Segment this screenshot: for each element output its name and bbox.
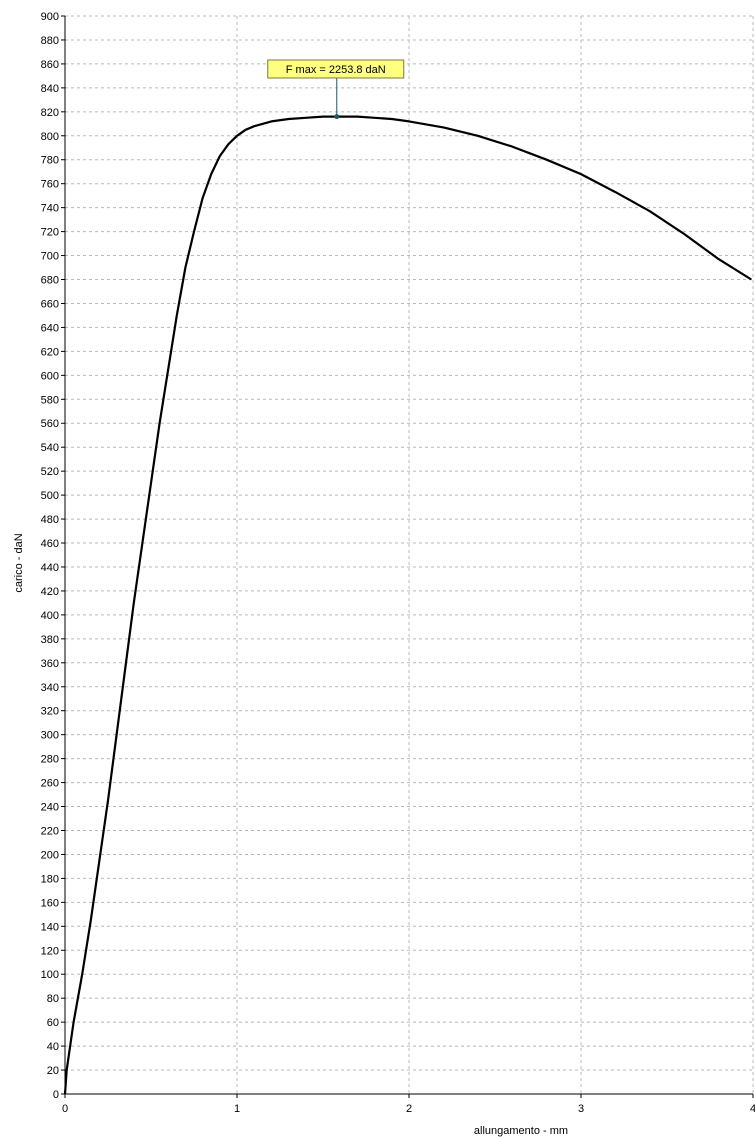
y-tick-label: 720 (41, 227, 59, 239)
grid (65, 15, 754, 1094)
y-tick-label: 460 (41, 538, 59, 550)
x-tick-label: 1 (234, 1103, 240, 1115)
series (63, 115, 752, 1095)
y-tick-label: 840 (41, 83, 59, 95)
y-tick-label: 680 (41, 275, 59, 287)
y-tick-label: 560 (41, 418, 59, 430)
y-tick-label: 280 (41, 754, 59, 766)
y-tick-label: 500 (41, 490, 59, 502)
annotation-box (267, 59, 405, 79)
y-tick-label: 900 (41, 11, 59, 23)
y-tick-label: 860 (41, 59, 59, 71)
y-tick-label: 700 (41, 251, 59, 263)
y-tick-label: 60 (47, 1017, 59, 1029)
y-tick-label: 660 (41, 298, 59, 310)
y-tick-label: 200 (41, 849, 59, 861)
x-axis-title: allungamento - mm (474, 1125, 568, 1137)
y-tick-label: 540 (41, 442, 59, 454)
y-tick-label: 640 (41, 322, 59, 334)
x-tick-label: 4 (750, 1103, 755, 1115)
y-tick-label: 740 (41, 203, 59, 215)
y-tick-label: 80 (47, 993, 59, 1005)
series-line (63, 115, 752, 1095)
annotation-point (334, 114, 340, 120)
y-tick-label: 620 (41, 346, 59, 358)
annotations: F max = 2253.8 daN (267, 59, 405, 120)
x-tick-label: 0 (62, 1103, 68, 1115)
y-tick-label: 820 (41, 107, 59, 119)
y-tick-label: 520 (41, 466, 59, 478)
y-tick-label: 360 (41, 658, 59, 670)
y-tick-label: 340 (41, 682, 59, 694)
y-tick-label: 20 (47, 1065, 59, 1077)
axes (61, 15, 754, 1098)
y-axis-title: carico - daN (13, 533, 25, 592)
y-tick-label: 0 (53, 1089, 59, 1101)
y-tick-label: 300 (41, 730, 59, 742)
y-tick-label: 140 (41, 921, 59, 933)
tick-labels: 0204060801001201401601802002202402602803… (41, 11, 755, 1115)
y-tick-label: 440 (41, 562, 59, 574)
y-tick-label: 800 (41, 131, 59, 143)
y-tick-label: 380 (41, 634, 59, 646)
y-tick-label: 240 (41, 802, 59, 814)
x-tick-label: 2 (406, 1103, 412, 1115)
y-tick-label: 760 (41, 179, 59, 191)
y-tick-label: 320 (41, 706, 59, 718)
y-tick-label: 220 (41, 825, 59, 837)
y-tick-label: 160 (41, 897, 59, 909)
y-tick-label: 260 (41, 778, 59, 790)
y-tick-label: 880 (41, 35, 59, 47)
x-tick-label: 3 (578, 1103, 584, 1115)
y-tick-label: 100 (41, 969, 59, 981)
y-tick-label: 580 (41, 394, 59, 406)
y-tick-label: 180 (41, 873, 59, 885)
y-tick-label: 480 (41, 514, 59, 526)
y-tick-label: 420 (41, 586, 59, 598)
y-tick-label: 400 (41, 610, 59, 622)
y-tick-label: 120 (41, 945, 59, 957)
y-tick-label: 780 (41, 155, 59, 167)
y-tick-label: 600 (41, 370, 59, 382)
annotation-label: F max = 2253.8 daN (286, 64, 386, 76)
y-tick-label: 40 (47, 1041, 59, 1053)
